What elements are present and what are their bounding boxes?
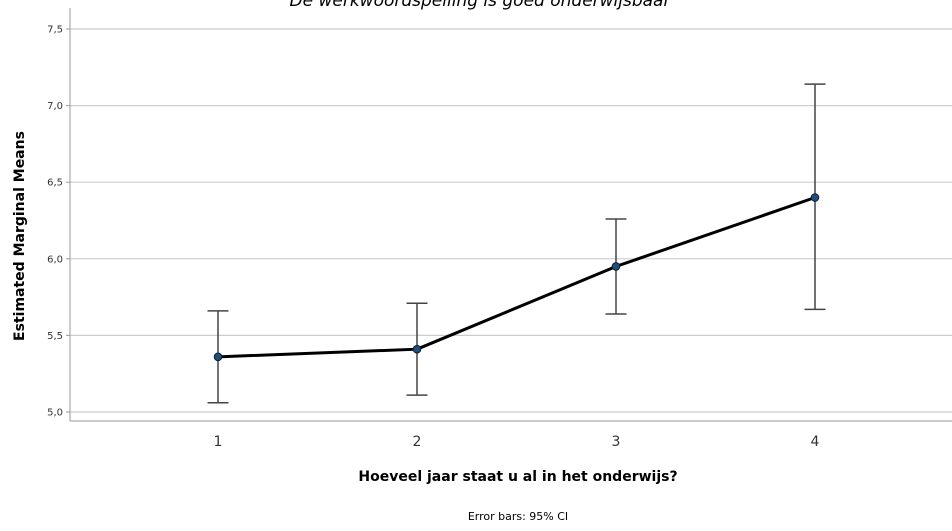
gridlines — [70, 28, 952, 413]
chart-title: De werkwoordspelling is goed onderwijsba… — [290, 0, 672, 11]
series-line — [217, 196, 816, 359]
x-tick-label: 2 — [413, 434, 422, 450]
y-tick-label: 5,0 — [47, 408, 63, 419]
y-axis-label: Estimated Marginal Means — [12, 131, 28, 341]
y-tick-label: 7,5 — [47, 25, 63, 36]
data-point — [611, 262, 621, 271]
x-tick-label: 3 — [612, 434, 621, 450]
y-tick-label: 6,5 — [47, 178, 63, 189]
y-tick-label: 7,0 — [47, 101, 63, 112]
y-tick-label: 5,5 — [47, 331, 63, 342]
x-axis-label: Hoeveel jaar staat u al in het onderwijs… — [358, 469, 677, 485]
data-point — [412, 344, 422, 354]
axes — [69, 8, 952, 422]
data-point — [213, 352, 223, 362]
x-tick-label: 1 — [214, 434, 223, 450]
y-ticks: 5,0 5,5 6,0 6,5 7,0 7,5 — [47, 25, 70, 419]
data-points — [213, 193, 820, 362]
error-bars-note: Error bars: 95% CI — [468, 510, 568, 523]
series-line-group — [217, 196, 816, 359]
x-ticks: 1 2 3 4 — [214, 434, 820, 450]
x-tick-label: 4 — [811, 434, 820, 450]
y-tick-label: 6,0 — [47, 254, 63, 265]
data-point — [810, 193, 820, 202]
